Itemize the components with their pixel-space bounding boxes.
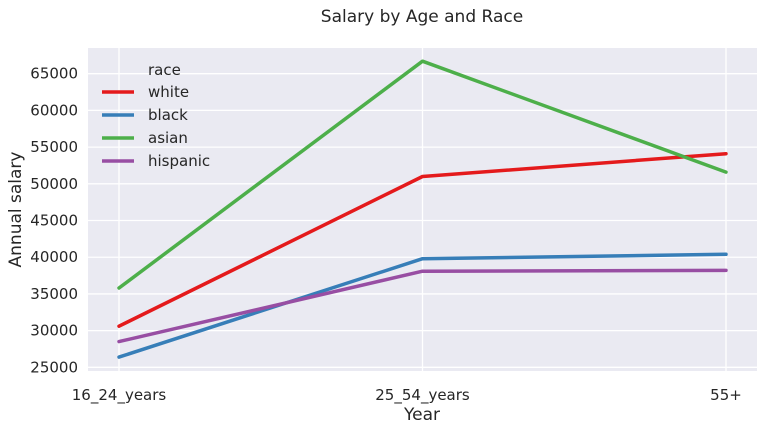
y-tick-labels: 25000 30000 35000 40000 45000 50000 55000 60000… xyxy=(30,65,78,377)
series-line-asian xyxy=(117,59,728,290)
y-tick-label: 25000 xyxy=(30,358,78,376)
grid xyxy=(88,48,757,371)
y-tick-label: 30000 xyxy=(30,322,78,340)
x-tick-label: 25_54_years xyxy=(375,386,470,405)
y-tick-label: 60000 xyxy=(30,101,78,119)
y-tick-label: 65000 xyxy=(30,65,78,83)
y-tick-label: 40000 xyxy=(30,248,78,266)
y-tick-label: 35000 xyxy=(30,285,78,303)
x-tick-label: 16_24_years xyxy=(72,386,167,405)
legend-title: race xyxy=(148,61,181,79)
series-line-hispanic xyxy=(117,268,728,344)
y-tick-label: 45000 xyxy=(30,212,78,230)
y-tick-label: 55000 xyxy=(30,138,78,156)
legend-label-black: black xyxy=(148,106,188,124)
x-tick-label: 55+ xyxy=(710,386,742,404)
chart-title: Salary by Age and Race xyxy=(321,7,523,27)
y-axis-label: Annual salary xyxy=(6,152,26,268)
series-lines xyxy=(117,59,728,359)
legend: race white black asian hispanic xyxy=(102,61,210,170)
y-tick-label: 50000 xyxy=(30,175,78,193)
x-axis-label: Year xyxy=(403,405,440,425)
legend-label-asian: asian xyxy=(148,129,188,147)
series-line-black xyxy=(117,252,728,359)
legend-label-white: white xyxy=(148,83,189,101)
x-tick-labels: 16_24_years 25_54_years 55+ xyxy=(72,386,742,405)
series-line-white xyxy=(117,151,728,328)
legend-label-hispanic: hispanic xyxy=(148,152,210,170)
